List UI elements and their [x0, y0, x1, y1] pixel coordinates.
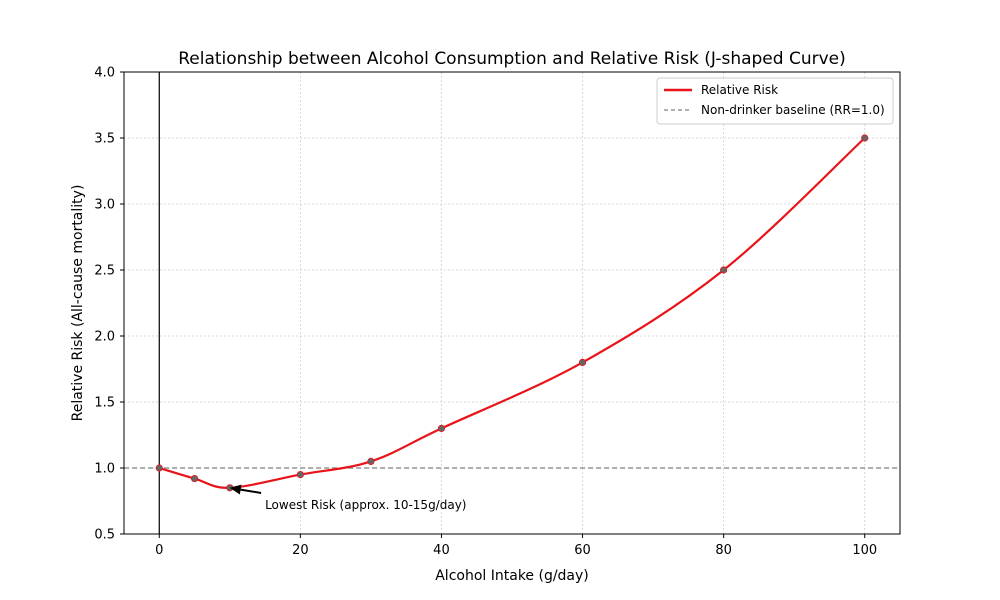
legend-label-baseline: Non-drinker baseline (RR=1.0) [701, 103, 885, 117]
y-tick-label: 3.5 [94, 132, 115, 147]
y-tick-label: 0.5 [94, 528, 115, 543]
legend: Relative Risk Non-drinker baseline (RR=1… [656, 77, 894, 125]
data-point [155, 464, 163, 472]
legend-label-relative-risk: Relative Risk [701, 83, 778, 97]
x-tick-label: 80 [715, 543, 732, 558]
data-point [578, 358, 587, 366]
y-tick-label: 2.5 [94, 264, 115, 279]
y-tick-label: 1.0 [94, 462, 115, 477]
x-axis-ticks: 0 20 40 60 80 100 [155, 534, 877, 558]
data-point [367, 457, 375, 465]
y-tick-label: 1.5 [94, 396, 115, 411]
x-tick-label: 40 [433, 543, 450, 558]
annotation-arrow-head [229, 484, 242, 495]
legend-box [656, 77, 894, 125]
x-tick-label: 100 [852, 543, 877, 558]
annotation-text: Lowest Risk (approx. 10-15g/day) [265, 498, 466, 512]
annotation-arrow-line [240, 488, 262, 494]
y-tick-label: 4.0 [94, 66, 115, 81]
x-axis-label: Alcohol Intake (g/day) [435, 568, 589, 584]
annotation: Lowest Risk (approx. 10-15g/day) [229, 484, 466, 512]
data-point [190, 474, 199, 483]
series-line-relative-risk [158, 137, 866, 489]
y-tick-label: 2.0 [94, 330, 115, 345]
x-tick-label: 20 [292, 543, 309, 558]
data-points [155, 134, 869, 492]
data-point [437, 424, 446, 432]
x-tick-label: 60 [574, 543, 591, 558]
y-axis-ticks: 0.5 1.0 1.5 2.0 2.5 3.0 3.5 4.0 [94, 66, 124, 543]
data-point [296, 470, 304, 479]
x-tick-label: 0 [155, 543, 163, 558]
y-tick-label: 3.0 [94, 198, 115, 213]
y-axis-label: Relative Risk (All-cause mortality) [70, 185, 86, 422]
data-point [720, 266, 728, 274]
grid-lines [124, 71, 900, 535]
chart-title: Relationship between Alcohol Consumption… [178, 49, 846, 69]
plot-frame [123, 71, 901, 535]
data-point [861, 134, 869, 142]
